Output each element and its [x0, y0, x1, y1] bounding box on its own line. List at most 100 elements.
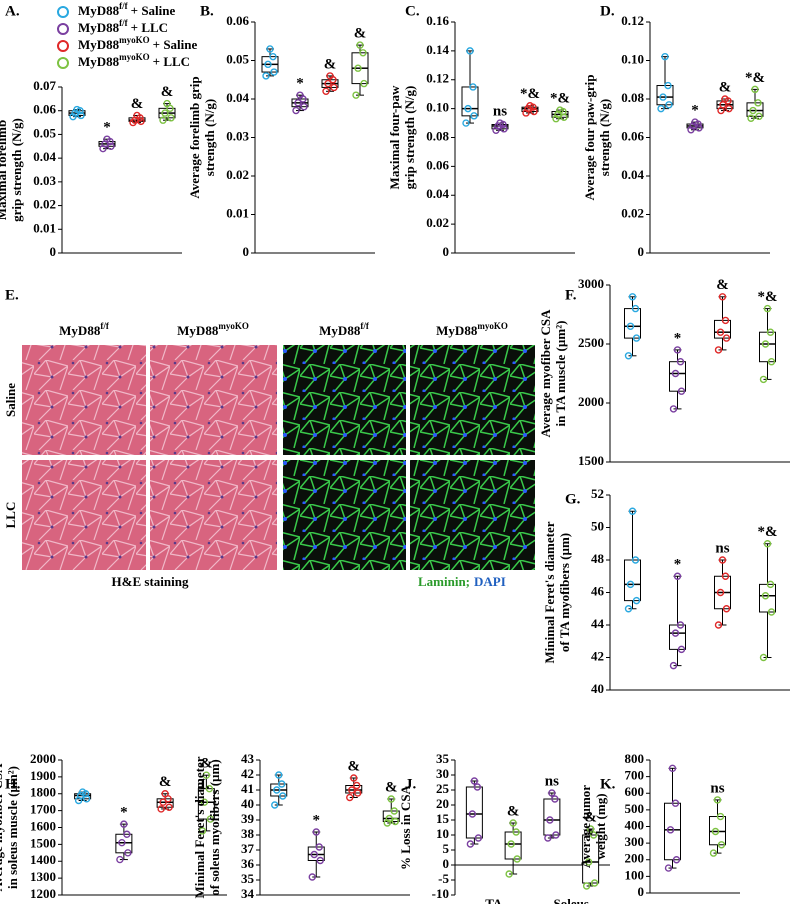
micrograph [410, 460, 535, 570]
data-point [509, 819, 517, 827]
data-point [669, 405, 678, 413]
y-tick-label: 46 [591, 583, 605, 598]
data-point [669, 661, 678, 670]
data-point [546, 816, 554, 824]
micrograph [283, 345, 406, 455]
label-sup: myoKO [477, 321, 508, 331]
panel-letter: B. [200, 3, 214, 19]
data-point [711, 827, 720, 836]
y-tick-label: 0.03 [226, 128, 249, 143]
y-tick-label: 44 [591, 616, 605, 631]
data-point [763, 540, 772, 548]
data-point [359, 49, 367, 57]
data-point [687, 126, 695, 134]
y-tick-label: 20 [436, 796, 449, 811]
label: MyD88f/f + Saline [78, 1, 176, 18]
y-tick-label: 500 [625, 801, 645, 816]
data-point [353, 781, 361, 790]
y-axis-title: % Loss in CSA [398, 784, 413, 869]
y-tick-label: 0.02 [426, 215, 449, 230]
label-sup: myoKO [119, 35, 150, 45]
y-tick-label: 0.06 [621, 128, 644, 143]
label-rest: + LLC [153, 54, 190, 69]
micrograph [22, 460, 146, 570]
data-point [198, 827, 207, 835]
data-point [310, 850, 318, 859]
data-point [513, 855, 521, 863]
data-point [316, 856, 324, 865]
data-point [352, 91, 360, 99]
y-tick-label: 0 [638, 244, 645, 259]
data-point [722, 334, 731, 342]
data-point [275, 771, 283, 779]
data-point [512, 828, 520, 836]
label-base: MyD88 [78, 20, 120, 35]
data-point [589, 831, 598, 839]
y-tick-label: 40 [241, 796, 254, 811]
data-point [133, 111, 141, 120]
y-axis-title: grip strength (N/g) [402, 86, 417, 190]
data-point [292, 106, 300, 115]
data-point [668, 764, 677, 773]
data-point [556, 106, 564, 114]
data-point [103, 135, 111, 143]
data-point [530, 107, 538, 116]
significance: *& [550, 91, 570, 107]
data-point [716, 588, 725, 597]
data-point [624, 352, 633, 360]
panel-letter: C. [405, 3, 420, 19]
data-point [278, 780, 286, 788]
image-panel: E. H&E staining Laminin; DAPI [5, 287, 535, 589]
y-axis-title: Maximal four-paw [387, 85, 402, 189]
data-point [474, 834, 483, 842]
data-point [664, 81, 672, 90]
label-base: MyD88 [59, 323, 101, 338]
label-base: MyD88 [319, 323, 361, 338]
y-tick-label: 37 [241, 841, 255, 856]
data-point [718, 293, 727, 301]
y-tick-label: 25 [436, 781, 450, 796]
data-point [672, 856, 681, 864]
significance: & [161, 84, 174, 100]
significance: * [691, 103, 699, 119]
data-point [666, 826, 675, 834]
significance: *& [520, 86, 540, 102]
data-point [273, 786, 281, 794]
label-base: MyD88 [78, 3, 120, 18]
y-tick-label: 1900 [30, 768, 56, 783]
data-point [590, 879, 599, 887]
data-point [73, 105, 81, 114]
y-tick-label: 10 [436, 826, 449, 841]
data-point [348, 786, 356, 794]
y-axis-title: strength (N/g) [597, 99, 612, 176]
data-point [266, 45, 274, 53]
y-tick-label: 38 [241, 826, 255, 841]
y-axis-title: Minimal Feret's diameter [542, 521, 557, 663]
y-axis-title: Minimal Feret's diameter [192, 756, 207, 898]
data-point [462, 119, 470, 127]
data-point [161, 109, 169, 117]
panel-letter: D. [600, 3, 615, 19]
y-tick-label: 35 [241, 871, 255, 886]
data-point [673, 572, 682, 580]
data-point [754, 99, 762, 107]
data-point [673, 346, 682, 354]
y-axis-title: Maximal forelimb [0, 120, 9, 221]
data-point [761, 340, 770, 348]
data-point [326, 72, 334, 80]
y-tick-label: 0.01 [33, 220, 56, 235]
significance: ns [715, 540, 729, 556]
data-point [626, 580, 635, 589]
data-point [264, 60, 272, 69]
label: MyD88myoKO + Saline [78, 35, 198, 52]
data-point [551, 795, 559, 803]
data-point [315, 843, 323, 851]
label-rest: + Saline [153, 37, 198, 52]
y-tick-label: 0.05 [226, 51, 249, 66]
panel-letter: K. [600, 776, 616, 792]
data-point [677, 387, 686, 395]
micrograph [283, 460, 406, 570]
panel-letter: A. [5, 3, 20, 19]
y-tick-label: 0.10 [426, 100, 449, 115]
data-point [360, 79, 368, 88]
